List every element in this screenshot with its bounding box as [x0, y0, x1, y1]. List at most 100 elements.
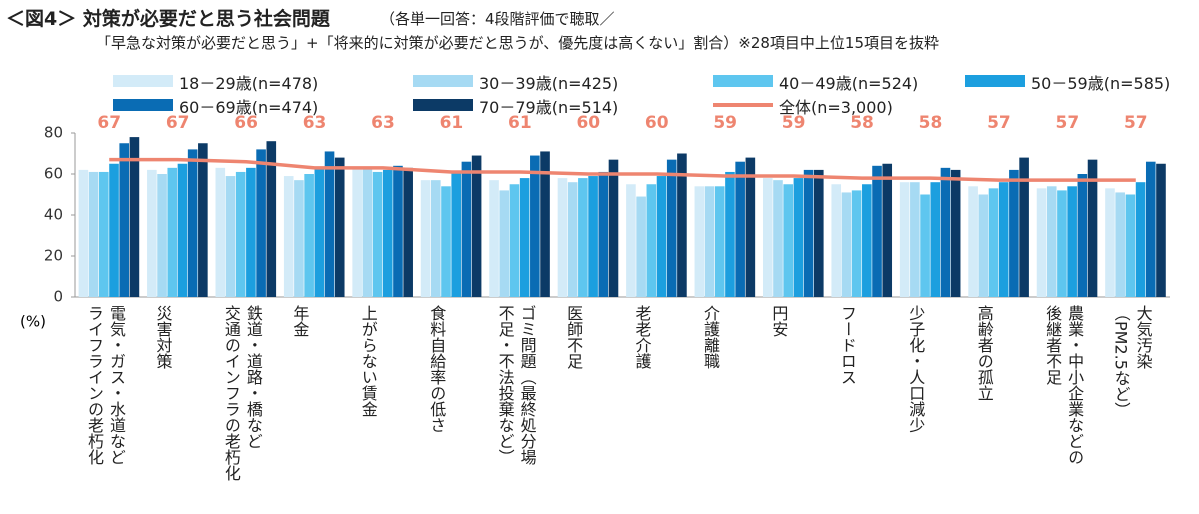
- x-tick-label: 老老介護: [632, 305, 652, 369]
- bar: [471, 155, 482, 297]
- bar: [431, 180, 441, 297]
- bar: [666, 159, 677, 297]
- data-label: 61: [440, 113, 464, 133]
- bar: [1077, 174, 1088, 297]
- bar: [831, 184, 842, 297]
- bar: [677, 153, 687, 297]
- bar: [567, 182, 578, 297]
- legend-label: 30－39歳(n=425): [479, 74, 619, 93]
- bar: [441, 186, 451, 297]
- bar: [694, 186, 705, 297]
- bar: [78, 169, 89, 297]
- bar: [783, 184, 793, 297]
- data-label: 57: [987, 113, 1011, 133]
- data-label: 57: [1056, 113, 1080, 133]
- bar: [899, 182, 910, 297]
- x-tick-label: 少子化・人口減少: [906, 305, 926, 433]
- bar: [773, 180, 783, 297]
- data-label: 59: [713, 113, 737, 133]
- bar: [304, 174, 314, 297]
- bar: [225, 176, 236, 297]
- bar: [851, 190, 862, 297]
- bar: [714, 186, 725, 297]
- x-tick-label: フードロス: [837, 305, 857, 385]
- bar: [451, 171, 462, 297]
- bar: [704, 186, 715, 297]
- bar: [109, 163, 119, 297]
- bar: [499, 190, 510, 297]
- bar: [187, 149, 198, 297]
- bar: [940, 167, 951, 297]
- bar: [557, 178, 568, 297]
- data-label: 66: [234, 113, 258, 133]
- bar: [530, 155, 540, 297]
- bar: [1125, 194, 1136, 297]
- bar: [540, 151, 550, 297]
- legend-swatch: [413, 75, 473, 87]
- x-tick-label: 農業・中小企業などの 後継者不足: [1043, 305, 1085, 465]
- bar: [246, 167, 256, 297]
- bar: [147, 169, 157, 297]
- data-label: 63: [303, 113, 327, 133]
- bar: [266, 141, 277, 297]
- legend-swatch: [413, 99, 473, 111]
- x-tick-label: 医師不足: [564, 305, 584, 369]
- y-tick-label: 20: [44, 247, 63, 265]
- bar: [1145, 161, 1156, 297]
- bar: [157, 174, 167, 297]
- x-tick-label: 食料自給率の低さ: [427, 305, 447, 433]
- bar: [626, 184, 636, 297]
- bar: [1046, 186, 1057, 297]
- bar: [872, 165, 882, 297]
- x-tick-label: ゴミ問題（最終処分場 不足・不法投棄など）: [495, 305, 537, 465]
- bar: [352, 167, 362, 297]
- y-tick-label: 40: [44, 206, 63, 224]
- bar: [1036, 188, 1047, 297]
- x-tick-label: 災害対策: [153, 305, 173, 369]
- y-tick-label: 0: [53, 288, 63, 306]
- bar: [198, 143, 208, 297]
- bar: [841, 192, 852, 297]
- bar: [256, 149, 266, 297]
- bar: [735, 161, 745, 297]
- bar: [235, 171, 246, 297]
- bar: [1087, 159, 1098, 297]
- data-label: 67: [97, 113, 121, 133]
- bar: [803, 169, 814, 297]
- x-tick-label: 介護離職: [700, 305, 720, 369]
- data-label: 59: [782, 113, 806, 133]
- bar: [930, 182, 941, 297]
- x-tick-label: 年金: [290, 305, 310, 337]
- bar: [334, 157, 345, 297]
- legend-swatch: [713, 103, 773, 107]
- bar: [745, 157, 756, 297]
- y-tick-label: 80: [44, 124, 63, 142]
- bar: [461, 161, 472, 297]
- data-label: 58: [850, 113, 874, 133]
- bar: [489, 180, 499, 297]
- bar: [509, 184, 520, 297]
- bar: [519, 178, 530, 297]
- bar: [177, 163, 188, 297]
- line: [109, 157, 1136, 182]
- data-label: 60: [576, 113, 600, 133]
- x-tick-label: 高齢者の孤立: [974, 305, 994, 401]
- subtitle: （各単一回答：4段階評価で聴取／: [380, 10, 615, 28]
- bar: [608, 159, 619, 297]
- bar: [324, 151, 335, 297]
- x-tick-label: 上がらない賃金: [358, 305, 378, 417]
- bar: [950, 169, 961, 297]
- y-tick-label: 60: [44, 165, 63, 183]
- bar: [813, 169, 824, 297]
- bar: [167, 167, 178, 297]
- bar: [372, 171, 383, 297]
- legend-label: 18－29歳(n=478): [179, 74, 319, 93]
- legend-label: 50－59歳(n=585): [1031, 74, 1171, 93]
- y-axis-label: (%): [20, 313, 46, 331]
- data-label: 58: [919, 113, 943, 133]
- bar: [598, 171, 609, 297]
- bar: [646, 184, 657, 297]
- legend-label: 70－79歳(n=514): [479, 98, 619, 117]
- bar: [862, 184, 872, 297]
